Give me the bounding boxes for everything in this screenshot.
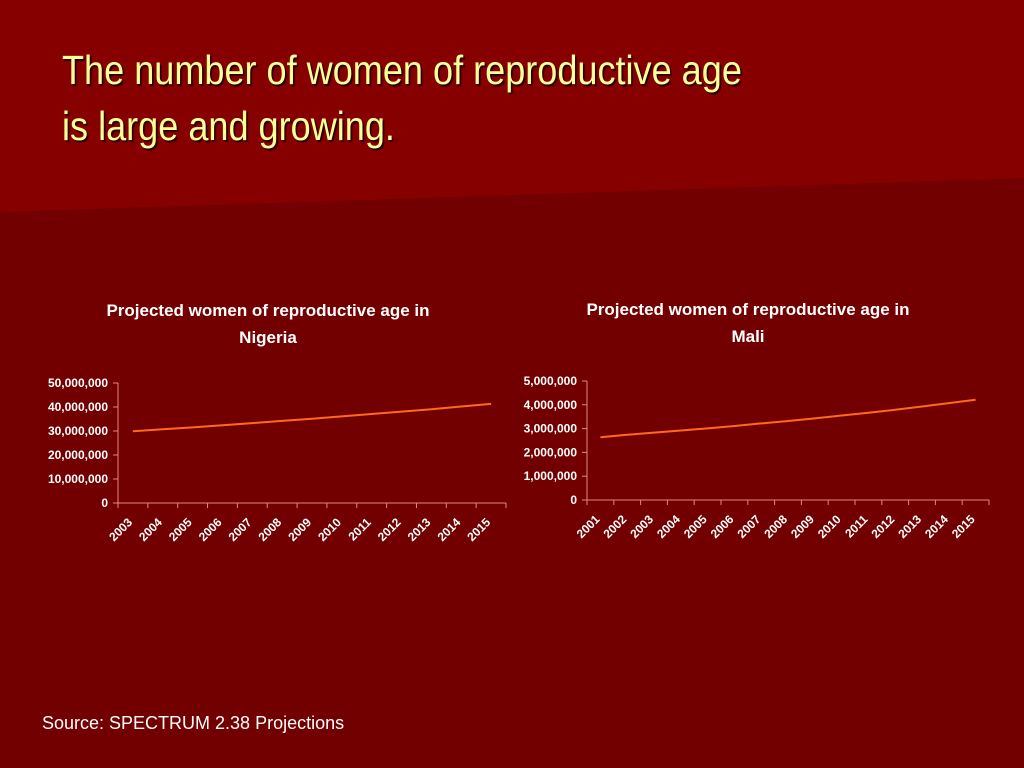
- slide-title-line-1: The number of women of reproductive age: [62, 47, 742, 93]
- slide-title: The number of women of reproductive age …: [62, 42, 854, 154]
- slide-title-line-2: is large and growing.: [62, 103, 395, 149]
- title-band: [0, 0, 1024, 212]
- source-note: Source: SPECTRUM 2.38 Projections: [42, 713, 345, 733]
